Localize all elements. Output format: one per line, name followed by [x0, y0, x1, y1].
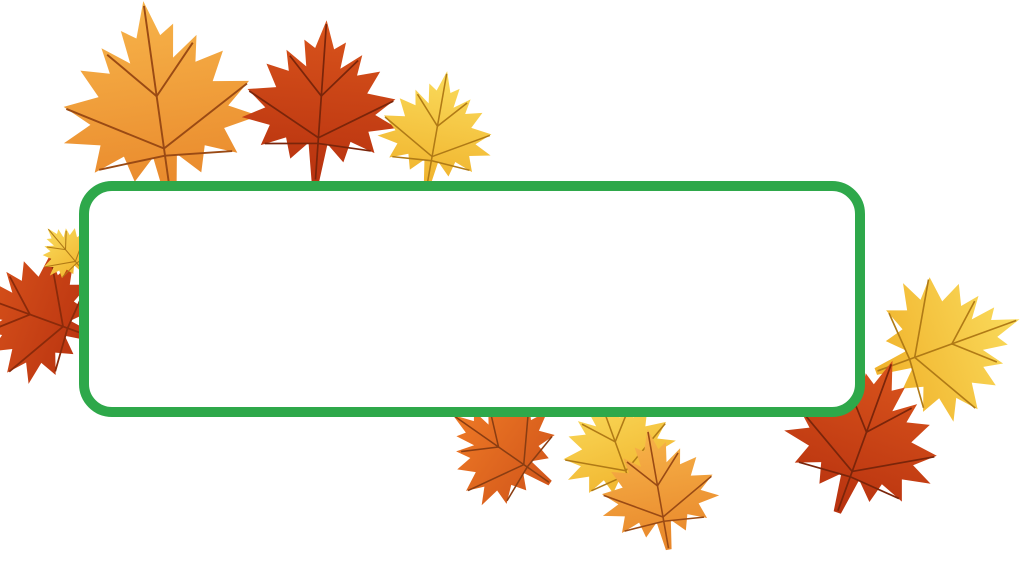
maple-leaf-icon — [369, 61, 504, 199]
maple-leaf-icon — [237, 14, 405, 187]
banner-box — [79, 181, 865, 417]
